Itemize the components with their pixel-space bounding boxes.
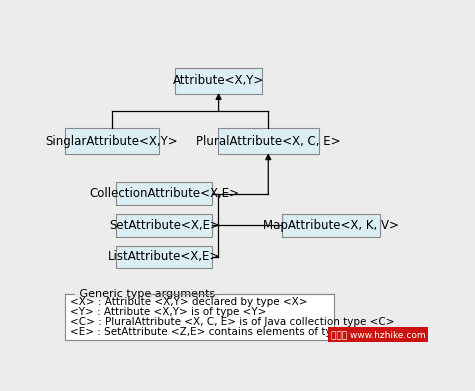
Text: <C> : PluralAttribute <X, C, E> is of Java collection type <C>: <C> : PluralAttribute <X, C, E> is of Ja…: [70, 317, 395, 327]
Text: <X> : Attribute <X,Y> declared by type <X>: <X> : Attribute <X,Y> declared by type <…: [70, 298, 308, 307]
Text: 智可网 www.hzhike.com: 智可网 www.hzhike.com: [331, 330, 426, 339]
Text: <E> : SetAttribute <Z,E> contains elements of type <E>: <E> : SetAttribute <Z,E> contains elemen…: [70, 327, 372, 337]
FancyBboxPatch shape: [116, 246, 212, 268]
Text: Attribute<X,Y>: Attribute<X,Y>: [173, 74, 264, 87]
FancyBboxPatch shape: [116, 182, 212, 205]
Text: <Y> : Attribute <X,Y> is of type <Y>: <Y> : Attribute <X,Y> is of type <Y>: [70, 307, 267, 317]
FancyBboxPatch shape: [218, 128, 319, 154]
FancyBboxPatch shape: [65, 128, 159, 154]
Text: ListAttribute<X,E>: ListAttribute<X,E>: [108, 250, 220, 264]
Text: 智可网 www.hzhike.com: 智可网 www.hzhike.com: [331, 330, 426, 339]
FancyBboxPatch shape: [175, 68, 262, 93]
FancyBboxPatch shape: [65, 294, 333, 341]
Text: MapAttribute<X, K, V>: MapAttribute<X, K, V>: [263, 219, 399, 232]
Text: SinglarAttribute<X,Y>: SinglarAttribute<X,Y>: [46, 135, 178, 147]
Text: SetAttribute<X,E>: SetAttribute<X,E>: [109, 219, 220, 232]
Text: Generic type arguments: Generic type arguments: [76, 289, 219, 299]
Text: CollectionAttribute<X,E>: CollectionAttribute<X,E>: [89, 187, 239, 200]
Text: PluralAttribute<X, C, E>: PluralAttribute<X, C, E>: [196, 135, 341, 147]
FancyBboxPatch shape: [282, 214, 380, 237]
FancyBboxPatch shape: [116, 214, 212, 237]
